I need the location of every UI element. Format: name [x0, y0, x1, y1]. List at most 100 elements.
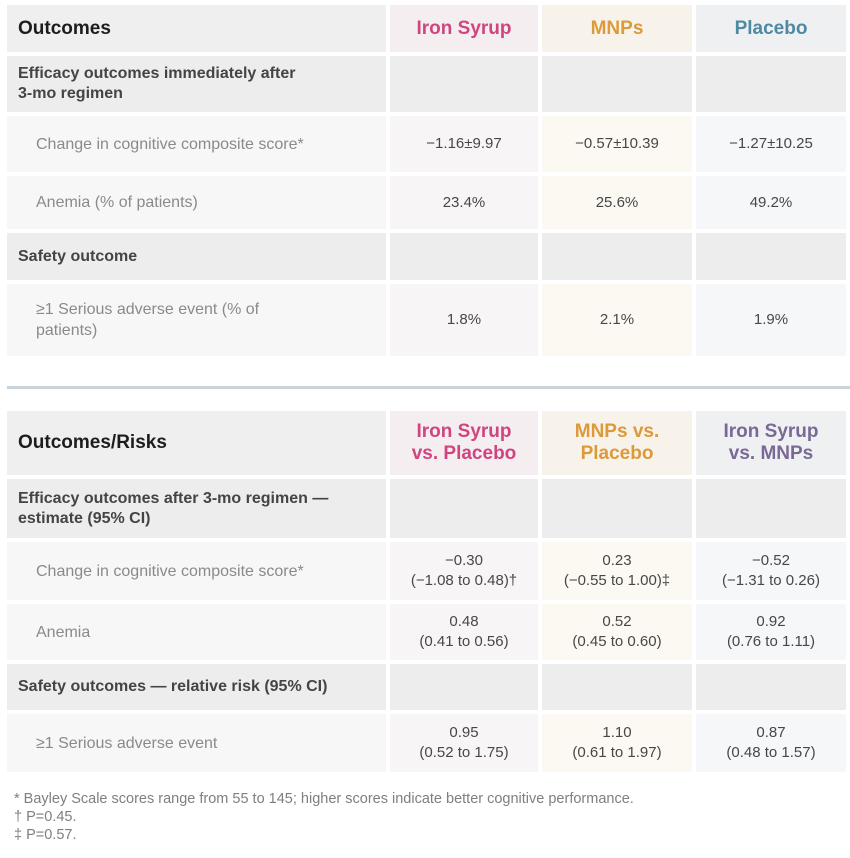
table-row: Anemia 0.48 (0.41 to 0.56) 0.52 (0.45 to 0…	[7, 604, 850, 660]
value-cell: −1.27±10.25	[696, 116, 846, 172]
row-label: ≥1 Serious adverse event (% of patients)	[36, 301, 260, 339]
table-row: ≥1 Serious adverse event 0.95 (0.52 to 1.…	[7, 714, 850, 772]
header-iron-syrup: Iron Syrup	[390, 5, 538, 52]
section-label-cell: Efficacy outcomes immediately after 3-mo…	[7, 56, 386, 112]
section-empty-cell	[542, 479, 692, 538]
section-row: Safety outcome	[7, 233, 850, 280]
header-outcomes-label: Outcomes	[18, 17, 111, 39]
footnotes: * Bayley Scale scores range from 55 to 1…	[14, 790, 634, 844]
section-row: Efficacy outcomes after 3-mo regimen — e…	[7, 479, 850, 538]
ci-value: (0.45 to 0.60)	[572, 633, 662, 650]
value-cell: −1.16±9.97	[390, 116, 538, 172]
section-safety-label: Safety outcomes — relative risk (95% CI)	[18, 678, 328, 695]
header-mnps-vs-placebo: MNPs vs. Placebo	[542, 411, 692, 475]
header-iron-vs-mnps-label: Iron Syrup vs. MNPs	[723, 421, 819, 464]
row-label: Anemia (% of patients)	[36, 194, 198, 211]
estimate-value: 0.95	[449, 724, 479, 741]
value-cell: 23.4%	[390, 176, 538, 229]
section-efficacy-label: Efficacy outcomes after 3-mo regimen — e…	[18, 489, 329, 527]
table-row: ≥1 Serious adverse event (% of patients)…	[7, 284, 850, 356]
estimate-value: 0.23	[602, 552, 632, 569]
value-cell: 49.2%	[696, 176, 846, 229]
ci-value: (−1.08 to 0.48)†	[410, 572, 518, 589]
value-cell: 0.92 (0.76 to 1.11)	[696, 604, 846, 660]
estimate-value: 0.52	[602, 613, 632, 630]
section-safety-label: Safety outcome	[18, 247, 138, 265]
section-row: Efficacy outcomes immediately after 3-mo…	[7, 56, 850, 112]
section-empty-cell	[696, 479, 846, 538]
section-efficacy-label: Efficacy outcomes immediately after 3-mo…	[18, 65, 296, 102]
value-placebo: 1.9%	[753, 311, 789, 328]
section-empty-cell	[390, 479, 538, 538]
value-cell: −0.52 (−1.31 to 0.26)	[696, 542, 846, 600]
value-cell: −0.57±10.39	[542, 116, 692, 172]
table-row: Anemia (% of patients) 23.4% 25.6% 49.2%	[7, 176, 850, 229]
value-cell: 2.1%	[542, 284, 692, 356]
section-empty-cell	[696, 664, 846, 710]
value-cell: 1.10 (0.61 to 1.97)	[542, 714, 692, 772]
footnote-star: * Bayley Scale scores range from 55 to 1…	[14, 791, 634, 807]
section-empty-cell	[542, 664, 692, 710]
row-label: Anemia	[36, 623, 91, 641]
section-empty-cell	[696, 56, 846, 112]
value-cell: 1.8%	[390, 284, 538, 356]
outcomes-table-header: Outcomes Iron Syrup MNPs Placebo	[7, 5, 850, 52]
header-iron-vs-placebo-label: Iron Syrup vs. Placebo	[411, 421, 517, 464]
section-row: Safety outcomes — relative risk (95% CI)	[7, 664, 850, 710]
value-placebo: 49.2%	[749, 193, 793, 211]
row-label-cell: Anemia	[7, 604, 386, 660]
section-label-cell: Safety outcome	[7, 233, 386, 280]
row-label: ≥1 Serious adverse event	[36, 734, 218, 752]
ci-value: (−1.31 to 0.26)	[722, 572, 820, 589]
section-empty-cell	[390, 233, 538, 280]
outcomes-risks-table: Outcomes/Risks Iron Syrup vs. Placebo MN…	[7, 411, 850, 772]
table-row: Change in cognitive composite score* −0.…	[7, 542, 850, 600]
header-placebo-label: Placebo	[734, 17, 808, 39]
value-iron-syrup: −1.16±9.97	[426, 135, 502, 152]
row-label-cell: Anemia (% of patients)	[7, 176, 386, 229]
value-placebo: −1.27±10.25	[729, 135, 813, 152]
section-label-cell: Efficacy outcomes after 3-mo regimen — e…	[7, 479, 386, 538]
section-empty-cell	[542, 233, 692, 280]
row-label: Change in cognitive composite score*	[36, 562, 304, 580]
header-mnps: MNPs	[542, 5, 692, 52]
estimate-value: 0.87	[756, 724, 786, 741]
header-mnps-vs-placebo-label: MNPs vs. Placebo	[574, 421, 660, 464]
section-empty-cell	[696, 233, 846, 280]
header-mnps-label: MNPs	[590, 17, 644, 39]
value-cell: 0.95 (0.52 to 1.75)	[390, 714, 538, 772]
outcomes-table: Outcomes Iron Syrup MNPs Placebo Efficac…	[7, 5, 850, 356]
value-mnps: 2.1%	[599, 311, 635, 328]
ci-value: (0.48 to 1.57)	[726, 744, 816, 761]
section-empty-cell	[390, 56, 538, 112]
value-cell: −0.30 (−1.08 to 0.48)†	[390, 542, 538, 600]
estimate-value: −0.30	[445, 552, 483, 569]
row-label-cell: ≥1 Serious adverse event (% of patients)	[7, 284, 386, 356]
risks-table-header: Outcomes/Risks Iron Syrup vs. Placebo MN…	[7, 411, 850, 475]
header-placebo: Placebo	[696, 5, 846, 52]
estimate-value: 1.10	[602, 724, 632, 741]
header-outcomes-risks: Outcomes/Risks	[7, 411, 386, 475]
estimate-value: 0.48	[449, 613, 479, 630]
value-cell: 0.48 (0.41 to 0.56)	[390, 604, 538, 660]
value-cell: 25.6%	[542, 176, 692, 229]
ci-value: (0.52 to 1.75)	[419, 744, 509, 761]
value-iron-syrup: 1.8%	[446, 311, 482, 328]
row-label-cell: ≥1 Serious adverse event	[7, 714, 386, 772]
header-iron-syrup-label: Iron Syrup	[416, 17, 512, 39]
header-outcomes-risks-label: Outcomes/Risks	[18, 432, 167, 453]
table-divider	[7, 386, 850, 389]
value-cell: 0.23 (−0.55 to 1.00)‡	[542, 542, 692, 600]
row-label-cell: Change in cognitive composite score*	[7, 116, 386, 172]
value-cell: 0.52 (0.45 to 0.60)	[542, 604, 692, 660]
header-iron-vs-placebo: Iron Syrup vs. Placebo	[390, 411, 538, 475]
estimate-value: −0.52	[752, 552, 790, 569]
value-cell: 0.87 (0.48 to 1.57)	[696, 714, 846, 772]
value-mnps: 25.6%	[595, 193, 639, 211]
row-label: Change in cognitive composite score*	[36, 135, 304, 153]
table-row: Change in cognitive composite score* −1.…	[7, 116, 850, 172]
value-mnps: −0.57±10.39	[575, 135, 659, 152]
ci-value: (0.61 to 1.97)	[572, 744, 662, 761]
ci-value: (0.76 to 1.11)	[726, 633, 816, 650]
ci-value: (−0.55 to 1.00)‡	[563, 572, 671, 589]
